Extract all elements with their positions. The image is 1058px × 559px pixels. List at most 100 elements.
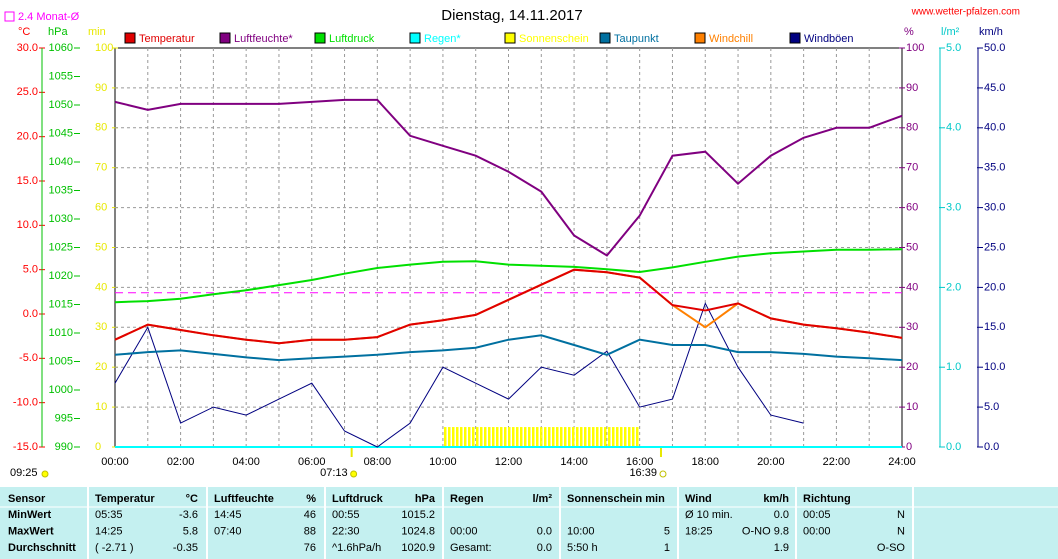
- y-tick-label: 5.0: [984, 401, 999, 413]
- axis-unit: min: [88, 26, 106, 38]
- y-tick-label: 40: [95, 281, 107, 293]
- table-cell: O-NO 9.8: [742, 525, 789, 537]
- legend-label: Windchill: [709, 33, 753, 45]
- y-tick-label: 3.0: [946, 202, 961, 214]
- sun-bar: [606, 427, 640, 447]
- axis-unit: km/h: [979, 26, 1003, 38]
- y-tick-label: 90: [906, 82, 918, 94]
- y-tick-label: 25.0: [17, 86, 38, 98]
- legend-swatch: [124, 32, 136, 44]
- axis-unit: %: [904, 26, 914, 38]
- y-tick-label: 70: [906, 162, 918, 174]
- table-cell: 1.9: [774, 542, 789, 554]
- table-cell: N: [897, 525, 905, 537]
- y-tick-label: 995: [55, 412, 73, 424]
- y-tick-label: 20: [95, 361, 107, 373]
- x-tick-label: 02:00: [167, 456, 195, 468]
- x-tick-label: 20:00: [757, 456, 785, 468]
- sun-bar: [574, 427, 607, 447]
- y-tick-label: 0.0: [946, 441, 961, 453]
- y-tick-label: 0: [906, 441, 912, 453]
- y-tick-label: 20.0: [17, 131, 38, 143]
- legend-label: Windböen: [804, 33, 854, 45]
- sun-icon: [350, 470, 358, 478]
- y-tick-label: 1015: [49, 298, 73, 310]
- time-left: 09:25: [10, 467, 38, 479]
- table-cell: 5.8: [183, 525, 198, 537]
- table-cell: Gesamt:: [450, 542, 492, 554]
- y-tick-label: 30: [95, 321, 107, 333]
- table-cell: 10:00: [567, 525, 595, 537]
- x-tick-label: 18:00: [691, 456, 719, 468]
- table-cell: N: [897, 509, 905, 521]
- legend-label: Taupunkt: [614, 33, 659, 45]
- y-tick-label: 20: [906, 361, 918, 373]
- legend-swatch: [314, 32, 326, 44]
- sunset: 16:39: [629, 467, 657, 479]
- table-cell: Temperatur: [95, 493, 155, 505]
- table-cell: O-SO: [877, 542, 906, 554]
- x-tick-label: 14:00: [560, 456, 588, 468]
- table-cell: 76: [304, 542, 316, 554]
- table-bg: [0, 487, 1058, 559]
- sun-bar: [442, 427, 476, 447]
- axis-unit: °C: [18, 26, 30, 38]
- x-tick-label: 00:00: [101, 456, 129, 468]
- y-tick-label: 80: [906, 122, 918, 134]
- series-line: [114, 302, 804, 448]
- table-cell: 22:30: [332, 525, 360, 537]
- table-cell: -0.35: [173, 542, 198, 554]
- table-cell: 18:25: [685, 525, 713, 537]
- y-tick-label: 40: [906, 281, 918, 293]
- legend-swatch: [219, 32, 231, 44]
- x-tick-label: 12:00: [495, 456, 523, 468]
- table-cell: hPa: [415, 493, 436, 505]
- table-cell: Ø 10 min.: [685, 509, 733, 521]
- table-cell: 07:40: [214, 525, 242, 537]
- y-tick-label: 1045: [49, 127, 73, 139]
- table-cell: Luftfeuchte: [214, 493, 274, 505]
- y-tick-label: 30.0: [984, 202, 1005, 214]
- table-cell: MinWert: [8, 509, 52, 521]
- legend-swatch: [694, 32, 706, 44]
- sun-icon: [659, 470, 667, 478]
- table-cell: %: [306, 493, 316, 505]
- table-cell: Sensor: [8, 493, 46, 505]
- table-cell: Regen: [450, 493, 484, 505]
- table-cell: Wind: [685, 493, 712, 505]
- table-cell: 88: [304, 525, 316, 537]
- y-tick-label: 10.0: [984, 361, 1005, 373]
- table-cell: Durchschnitt: [8, 542, 76, 554]
- y-tick-label: 15.0: [984, 321, 1005, 333]
- table-cell: ^1.6hPa/h: [332, 542, 381, 554]
- legend-label: Sonnenschein: [519, 33, 589, 45]
- legend-swatch: [504, 32, 516, 44]
- series-line: [114, 98, 903, 257]
- table-cell: 00:55: [332, 509, 360, 521]
- x-tick-label: 24:00: [888, 456, 916, 468]
- y-tick-label: 1050: [49, 99, 73, 111]
- y-tick-label: 10: [906, 401, 918, 413]
- y-tick-label: 4.0: [946, 122, 961, 134]
- table-cell: 5:50 h: [567, 542, 598, 554]
- y-tick-label: 0: [95, 441, 101, 453]
- table-cell: 14:45: [214, 509, 242, 521]
- table-cell: l/m²: [532, 493, 552, 505]
- y-tick-label: 50: [906, 241, 918, 253]
- y-tick-label: 60: [95, 202, 107, 214]
- y-tick-label: 70: [95, 162, 107, 174]
- table-cell: MaxWert: [8, 525, 54, 537]
- table-cell: 05:35: [95, 509, 123, 521]
- y-tick-label: -5.0: [19, 352, 38, 364]
- y-tick-label: 10.0: [17, 219, 38, 231]
- legend-label: Regen*: [424, 33, 461, 45]
- y-tick-label: 5.0: [946, 42, 961, 54]
- x-tick-label: 10:00: [429, 456, 457, 468]
- table-cell: 1: [664, 542, 670, 554]
- y-tick-label: -15.0: [13, 441, 38, 453]
- source: www.wetter-pfalzen.com: [911, 7, 1020, 18]
- x-tick-label: 08:00: [364, 456, 392, 468]
- x-tick-label: 22:00: [823, 456, 851, 468]
- table-cell: Sonnenschein min: [567, 493, 665, 505]
- y-tick-label: 1060: [49, 42, 73, 54]
